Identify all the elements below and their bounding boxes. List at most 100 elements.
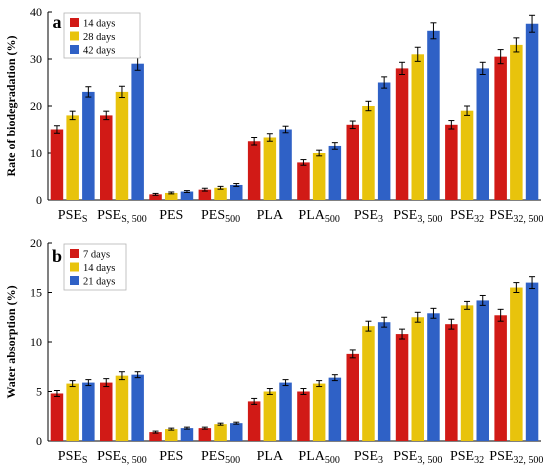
y-tick-label: 15 — [30, 286, 42, 300]
bar — [476, 300, 489, 441]
y-tick-label: 5 — [36, 385, 42, 399]
bar — [510, 44, 523, 201]
bar — [328, 377, 342, 441]
bar — [427, 30, 440, 200]
panel-label: a — [53, 12, 62, 32]
bar — [525, 23, 539, 200]
bar — [377, 322, 391, 441]
bar — [494, 315, 507, 441]
legend-label: 28 days — [83, 32, 115, 43]
x-tick-label: PSE3 — [354, 449, 383, 466]
x-tick-label: PSE32 — [450, 208, 484, 225]
bar — [149, 432, 162, 441]
bar — [525, 282, 539, 441]
panel-label: b — [52, 246, 62, 266]
x-tick-label: PSES — [58, 449, 88, 466]
legend-swatch — [70, 45, 79, 54]
y-tick-label: 20 — [30, 99, 42, 113]
bar — [445, 124, 458, 200]
bar — [115, 91, 129, 200]
bar — [82, 91, 95, 200]
x-tick-label: PLA — [257, 449, 284, 464]
legend-swatch — [70, 18, 79, 27]
bar — [460, 110, 474, 200]
bar — [180, 428, 194, 441]
legend: 7 days 14 days 21 days — [63, 243, 127, 291]
bar — [279, 382, 292, 441]
x-tick-label: PLA — [257, 208, 284, 223]
bar — [411, 54, 424, 200]
legend-swatch — [70, 276, 79, 285]
bar — [165, 192, 178, 200]
y-tick-label: 10 — [30, 335, 42, 349]
x-tick-label: PES — [159, 449, 183, 464]
x-tick-label: PSES — [58, 208, 88, 225]
bar — [100, 115, 113, 200]
x-tick-label: PSE3, 500 — [393, 449, 442, 466]
legend-label: 14 days — [83, 263, 115, 274]
x-tick-label: PSE3 — [354, 208, 383, 225]
bar — [247, 401, 261, 441]
bar — [476, 68, 489, 201]
bar — [214, 424, 227, 441]
bar — [411, 317, 424, 441]
legend: 14 days 28 days 42 days — [63, 12, 141, 59]
x-tick-label: PLA500 — [298, 449, 339, 466]
x-tick-label: PSE32 — [450, 449, 484, 466]
legend-label: 21 days — [83, 277, 115, 288]
bar — [198, 428, 212, 441]
x-tick-label: PSES, 500 — [97, 208, 147, 225]
x-tick-label: PES500 — [201, 208, 240, 225]
bar — [362, 326, 375, 441]
chart-panel-a: 0 10 20 30 40 Rate of biodegradation (%) a PSES… — [4, 5, 543, 225]
y-axis-label: Water absorption (%) — [4, 285, 18, 398]
x-tick-label: PSE3, 500 — [393, 208, 442, 225]
y-tick-label: 40 — [30, 5, 42, 19]
bar — [149, 194, 162, 200]
legend-label: 14 days — [83, 19, 115, 30]
bar — [494, 56, 507, 201]
bar — [247, 141, 261, 200]
bar — [50, 129, 64, 200]
bar — [198, 189, 212, 200]
bar — [312, 383, 326, 441]
x-tick-label: PLA500 — [298, 208, 339, 225]
legend-label: 7 days — [83, 250, 110, 261]
y-tick-label: 0 — [36, 193, 42, 207]
bar — [460, 305, 474, 441]
bar — [230, 423, 243, 441]
bar — [395, 334, 409, 441]
bar — [100, 382, 113, 441]
legend-swatch — [70, 262, 79, 272]
bar — [510, 287, 523, 441]
legend-swatch — [70, 249, 79, 258]
x-tick-label: PSE32, 500 — [489, 449, 543, 466]
x-tick-label: PSE32, 500 — [489, 208, 543, 225]
bar — [362, 106, 375, 200]
bar — [115, 375, 129, 441]
bar — [395, 68, 409, 201]
bar — [377, 82, 391, 200]
bar — [82, 382, 95, 441]
bar — [312, 153, 326, 200]
bar — [427, 313, 440, 441]
bar — [328, 145, 342, 200]
x-tick-label: PES — [159, 208, 183, 223]
bar — [66, 115, 79, 200]
bar — [131, 63, 144, 201]
legend-label: 42 days — [83, 46, 115, 57]
bar — [230, 184, 243, 200]
bar — [445, 324, 458, 441]
x-tick-label: PSES, 500 — [97, 449, 147, 466]
bar — [131, 374, 144, 441]
bar — [263, 391, 277, 441]
bar — [214, 187, 227, 200]
bar — [346, 353, 359, 441]
chart-panel-b: 0 5 10 15 20 Water absorption (%) b PSES PSES, 5… — [4, 236, 543, 466]
bar — [297, 162, 310, 200]
y-tick-label: 10 — [30, 146, 42, 160]
bar — [50, 393, 64, 441]
bar — [346, 124, 359, 200]
bar — [297, 391, 310, 441]
